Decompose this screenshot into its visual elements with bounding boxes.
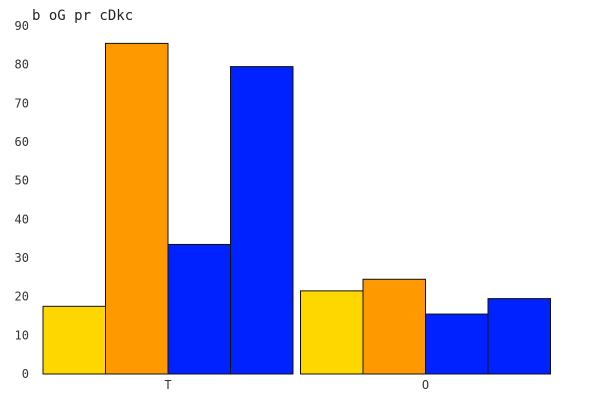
bar-O-series-1 <box>300 290 364 375</box>
y-tick-label: 0 <box>22 367 29 381</box>
x-tick-label: O <box>422 378 429 392</box>
y-tick-label: 70 <box>15 96 29 110</box>
x-tick-label: T <box>164 378 171 392</box>
y-tick-label: 10 <box>15 328 29 342</box>
chart-title: b oG pr cDkc <box>32 8 133 24</box>
bar-O-series-2 <box>362 278 426 375</box>
bars-group <box>42 42 551 375</box>
y-tick-label: 30 <box>15 251 29 265</box>
y-tick-label: 80 <box>15 58 29 72</box>
y-tick-label: 40 <box>15 212 29 226</box>
y-tick-label: 90 <box>15 19 29 33</box>
y-tick-label: 60 <box>15 135 29 149</box>
bar-T-series-1 <box>42 305 106 375</box>
y-tick-label: 20 <box>15 290 29 304</box>
bar-T-series-3 <box>167 243 231 375</box>
y-tick-label: 50 <box>15 174 29 188</box>
bar-T-series-4 <box>230 66 294 375</box>
bar-O-series-3 <box>425 313 489 375</box>
bar-T-series-2 <box>105 42 169 375</box>
bar-O-series-4 <box>487 298 551 375</box>
y-axis-ticks: 0 10 20 30 40 50 60 70 80 90 <box>15 19 29 381</box>
